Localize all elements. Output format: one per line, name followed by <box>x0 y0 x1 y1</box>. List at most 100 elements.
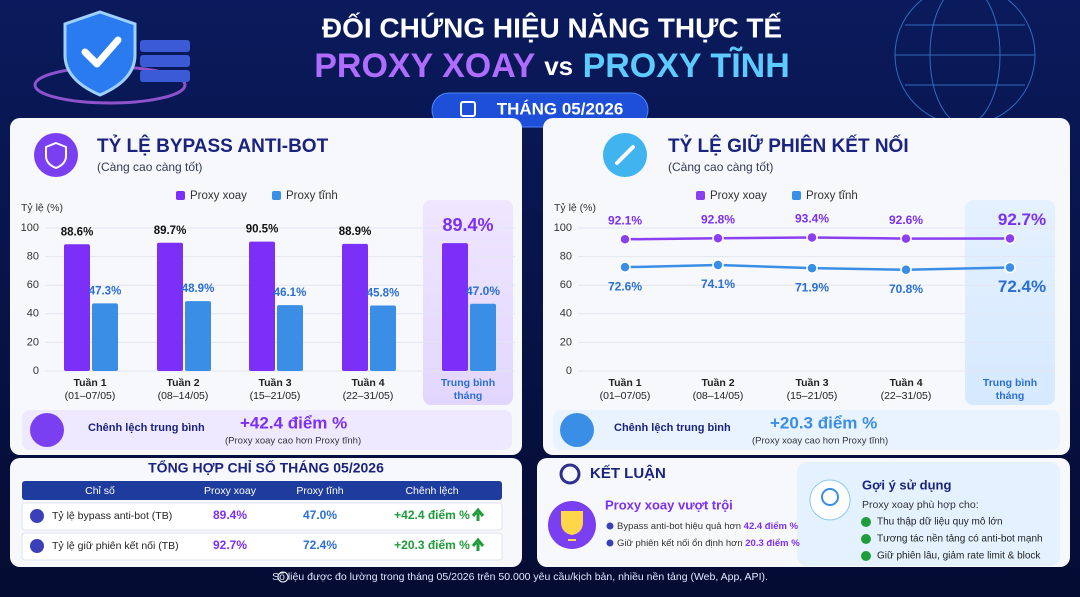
table-cell: 72.4% <box>303 538 337 552</box>
highlight-column <box>965 200 1055 405</box>
x-tick-label: tháng <box>996 390 1025 402</box>
x-tick-label: (01–07/05) <box>65 390 116 402</box>
trophy-glyph <box>561 511 583 541</box>
point-text: Bypass anti-bot hiệu quả hơn <box>617 521 744 532</box>
panel-title: TỶ LỆ GIỮ PHIÊN KẾT NỐI <box>668 135 909 157</box>
table-cell: 47.0% <box>303 508 337 522</box>
row-icon <box>30 509 44 523</box>
check-icon <box>861 517 871 527</box>
x-tick-label: Tuần 3 <box>258 377 291 389</box>
table-title: TỔNG HỢP CHỈ SỐ THÁNG 05/2026 <box>148 459 384 476</box>
y-tick-label: 60 <box>27 279 39 291</box>
legend-label: Proxy tĩnh <box>806 190 858 202</box>
diff-box-session <box>553 410 1060 450</box>
table-row-bg <box>21 532 503 561</box>
bar <box>185 301 211 371</box>
point <box>619 233 631 246</box>
y-tick-label: 0 <box>566 365 572 377</box>
suggestion-item: Thu thập dữ liệu quy mô lớn <box>877 517 1003 528</box>
up-arrow <box>471 537 485 551</box>
table-header-bg <box>22 481 502 500</box>
value-label: 71.9% <box>795 280 829 294</box>
conclusion-headline: Proxy xoay vượt trội <box>605 497 733 512</box>
suggestion-item: Giữ phiên lâu, giảm rate limit & block <box>877 551 1041 562</box>
point <box>712 259 724 271</box>
value-label: 45.8% <box>367 288 400 300</box>
y-tick-label: 20 <box>560 336 572 348</box>
bar <box>64 244 90 371</box>
value-label: 70.8% <box>889 282 923 296</box>
value-label: 74.1% <box>701 277 735 291</box>
diff-label: Chênh lệch trung bình <box>88 422 205 434</box>
bar <box>249 241 275 371</box>
bulb-glyph <box>821 488 839 506</box>
diff-value: +42.4 điểm % <box>240 413 347 432</box>
check-icon <box>606 522 614 530</box>
table-cell: Tỷ lệ giữ phiên kết nối (TB) <box>52 540 179 552</box>
diff-value: +20.3 điểm % <box>770 413 877 432</box>
table-header: Chỉ số <box>85 485 115 497</box>
x-tick-label: (15–21/05) <box>250 390 301 402</box>
y-tick-label: 40 <box>27 308 39 320</box>
check-icon <box>861 551 871 561</box>
y-tick-label: 100 <box>21 222 39 234</box>
x-tick-label: (15–21/05) <box>787 390 838 402</box>
value-label: 48.9% <box>182 283 215 295</box>
table-cell: 92.7% <box>213 538 247 552</box>
conclusion-point: Bypass anti-bot hiệu quả hơn 42.4 điểm % <box>617 521 799 532</box>
value-label: 46.1% <box>274 287 307 299</box>
x-tick-label: Tuần 1 <box>73 377 106 389</box>
x-tick-label: (08–14/05) <box>693 390 744 402</box>
y-axis-label: Tỷ lệ (%) <box>554 202 596 214</box>
point <box>1004 232 1016 245</box>
table-header: Proxy tĩnh <box>296 485 343 497</box>
table-header: Chênh lệch <box>405 485 458 497</box>
x-tick-label: Tuần 1 <box>608 377 641 389</box>
value-label: 47.3% <box>89 285 122 297</box>
value-label: 72.4% <box>998 277 1046 296</box>
diff-note: (Proxy xoay cao hơn Proxy tĩnh) <box>752 436 888 447</box>
conclusion-point: Giữ phiên kết nối ổn định hơn 20.3 điểm … <box>617 538 800 549</box>
table-cell: +42.4 điểm % <box>394 508 470 522</box>
value-label: 92.1% <box>608 213 642 227</box>
title-b: PROXY TĨNH <box>583 47 790 85</box>
target-icon <box>559 463 581 485</box>
x-tick-label: tháng <box>454 390 483 402</box>
check-icon <box>861 534 871 544</box>
diff-note: (Proxy xoay cao hơn Proxy tĩnh) <box>225 436 361 447</box>
y-tick-label: 100 <box>554 222 572 234</box>
x-tick-label: Trung bình <box>983 377 1037 389</box>
point <box>900 232 912 245</box>
bar <box>442 243 468 371</box>
value-label: 89.7% <box>154 225 187 237</box>
table-header: Proxy xoay <box>204 485 257 497</box>
diff-label: Chênh lệch trung bình <box>614 422 731 434</box>
point <box>1004 261 1016 274</box>
y-tick-label: 0 <box>33 365 39 377</box>
value-label: 92.7% <box>998 210 1046 229</box>
value-label: 88.6% <box>61 226 94 238</box>
legend-swatch <box>176 191 185 200</box>
month-badge-text: THÁNG 05/2026 <box>497 99 624 118</box>
x-tick-label: Tuần 2 <box>166 377 199 389</box>
y-tick-label: 80 <box>560 251 572 263</box>
panel-subtitle: (Càng cao càng tốt) <box>97 160 202 174</box>
suggestion-intro: Proxy xoay phù hợp cho: <box>862 499 979 511</box>
y-tick-label: 60 <box>560 279 572 291</box>
title-a: PROXY XOAY <box>314 47 535 85</box>
bulb-icon <box>809 479 851 521</box>
suggestion-item: Tương tác nền tảng có anti-bot mạnh <box>877 533 1043 545</box>
bar <box>470 303 496 371</box>
table-cell: 89.4% <box>213 508 247 522</box>
y-axis-label: Tỷ lệ (%) <box>21 202 63 214</box>
suggestion-title: Gợi ý sử dụng <box>862 477 951 492</box>
x-tick-label: Tuần 2 <box>701 377 734 389</box>
conclusion-title: KẾT LUẬN <box>590 464 666 482</box>
x-tick-label: Trung bình <box>441 377 495 389</box>
value-label: 92.8% <box>701 212 735 226</box>
point-highlight: 42.4 điểm % <box>744 521 799 532</box>
shield-icon <box>34 133 78 177</box>
legend-swatch <box>272 191 281 200</box>
value-label: 89.4% <box>442 215 493 235</box>
value-label: 72.6% <box>608 279 642 293</box>
